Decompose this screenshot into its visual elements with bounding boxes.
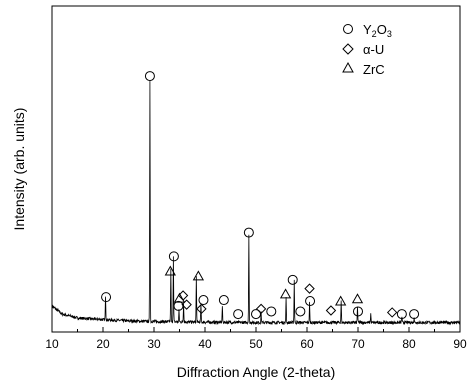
legend-triangle-icon xyxy=(342,61,354,73)
legend-label-alpha-u: α-U xyxy=(363,42,384,57)
zrc-marker xyxy=(335,295,347,306)
xrd-line xyxy=(51,81,461,326)
y2o3-marker xyxy=(243,227,254,238)
alpha-u-marker xyxy=(325,305,337,316)
y2o3-marker xyxy=(251,309,261,320)
x-tick-label: 40 xyxy=(198,337,212,351)
legend-diamond-icon xyxy=(342,43,354,55)
legend-label-zrc: ZrC xyxy=(363,62,385,77)
alpha-u-marker xyxy=(196,303,207,315)
y2o3-marker xyxy=(287,274,298,285)
alpha-u-marker xyxy=(177,290,189,301)
y2o3-marker xyxy=(144,71,155,82)
y-axis-label: Intensity (arb. units) xyxy=(11,108,27,231)
x-tick-label: 60 xyxy=(300,337,314,351)
y2o3-marker xyxy=(266,306,277,317)
x-tick-label: 50 xyxy=(249,337,263,351)
plot-frame xyxy=(51,5,461,333)
legend: Y2O3 α-U ZrC xyxy=(342,22,392,77)
y2o3-marker xyxy=(396,309,407,320)
alpha-u-marker xyxy=(304,283,315,294)
y2o3-marker xyxy=(295,306,306,317)
y2o3-marker xyxy=(218,295,229,306)
y2o3-marker xyxy=(168,251,179,262)
zrc-marker xyxy=(173,292,186,303)
x-tick-label: 30 xyxy=(147,337,161,351)
x-tick-label: 80 xyxy=(402,337,416,351)
x-axis-ticks: 10 20 30 40 50 60 70 80 90 xyxy=(45,327,467,351)
y2o3-marker xyxy=(173,300,184,311)
alpha-u-marker xyxy=(255,303,267,315)
y2o3-marker xyxy=(409,309,420,320)
x-tick-label: 10 xyxy=(45,337,59,351)
x-tick-label: 70 xyxy=(351,337,365,351)
zrc-marker xyxy=(192,270,205,281)
legend-circle-icon xyxy=(343,24,353,34)
zrc-marker xyxy=(351,293,364,304)
y2o3-marker xyxy=(305,296,316,307)
phase-markers xyxy=(101,71,420,320)
y2o3-marker xyxy=(233,309,244,320)
alpha-u-marker xyxy=(181,299,192,310)
y2o3-marker xyxy=(198,295,209,306)
diffraction-trace xyxy=(51,81,461,326)
y2o3-marker xyxy=(353,306,363,317)
legend-label-y2o3: Y2O3 xyxy=(363,22,392,39)
x-tick-label: 90 xyxy=(453,337,467,351)
x-axis-label: Diffraction Angle (2-theta) xyxy=(177,364,336,380)
zrc-marker xyxy=(279,288,292,299)
zrc-marker xyxy=(164,265,176,276)
x-tick-label: 20 xyxy=(96,337,110,351)
y2o3-marker xyxy=(101,292,112,303)
alpha-u-marker xyxy=(386,307,398,318)
